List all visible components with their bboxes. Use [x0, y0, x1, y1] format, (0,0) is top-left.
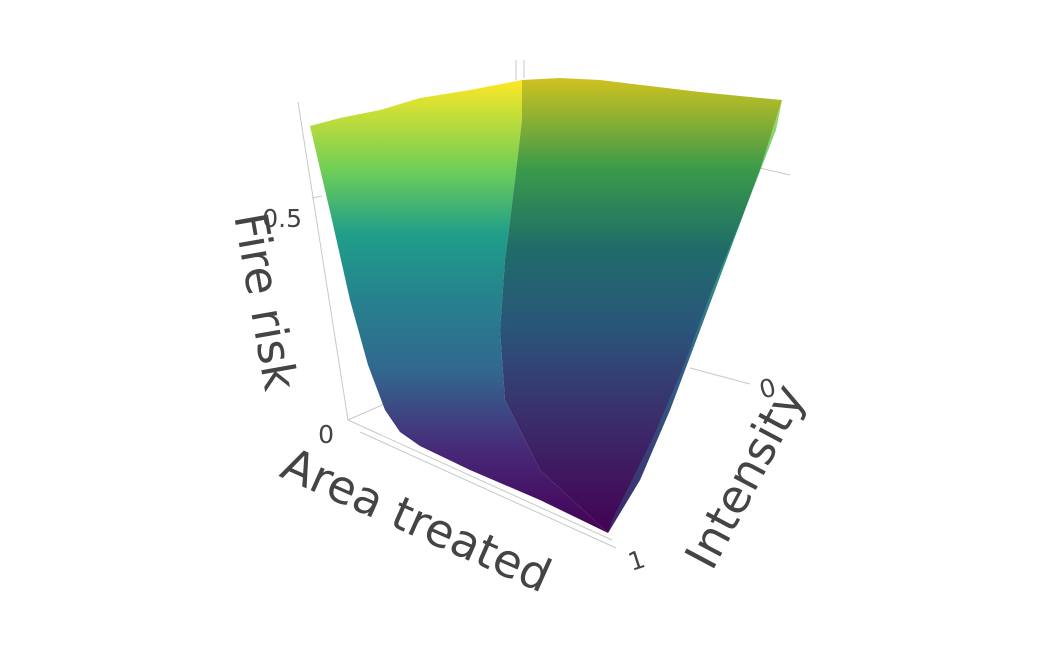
z-axis-title: Fire risk	[223, 209, 307, 395]
z-tick-label: 0	[318, 420, 334, 449]
y-tick-line	[689, 367, 751, 385]
surface-right-face	[500, 78, 782, 533]
z-tick-mark	[311, 195, 323, 199]
x-tick-line	[359, 431, 617, 549]
surface-left-face	[310, 80, 608, 533]
surface-plot	[310, 78, 782, 533]
axis-lines	[297, 60, 791, 549]
top-right-grid-line	[759, 167, 791, 176]
x-axis-line	[347, 419, 613, 541]
z-tick-label: 0.5	[262, 204, 302, 233]
y-axis-title: Intensity	[674, 375, 816, 577]
y-tick-label: 0	[756, 372, 779, 404]
x-tick-label: 1	[624, 544, 648, 576]
z-axis-line	[297, 101, 349, 421]
